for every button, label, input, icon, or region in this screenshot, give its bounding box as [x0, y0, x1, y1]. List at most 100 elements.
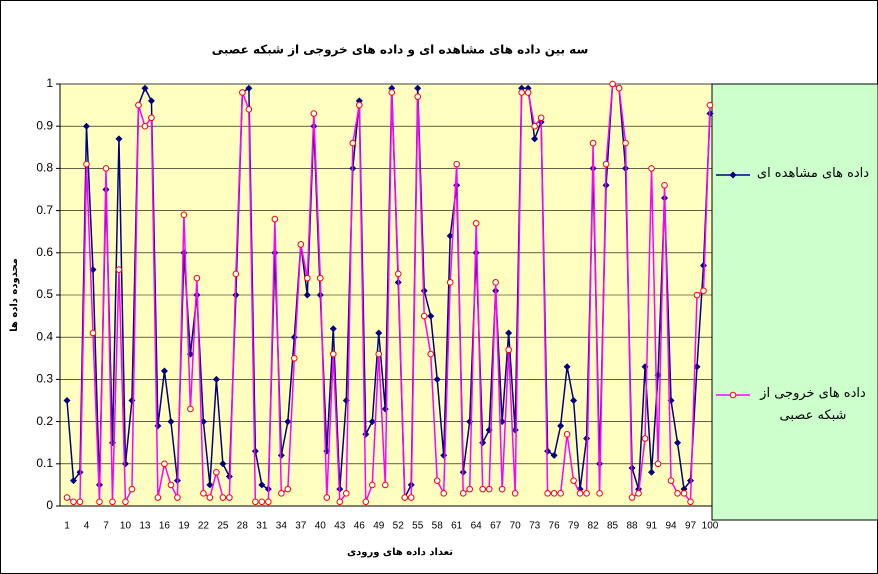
x-tick-label: 40: [315, 521, 327, 532]
series: [63, 80, 714, 506]
point: [258, 498, 266, 506]
point: [115, 266, 123, 273]
point: [459, 490, 467, 497]
point: [661, 181, 668, 189]
point: [317, 274, 324, 282]
point: [531, 122, 538, 130]
legend-label: داده های خروجی از شبکه عصبی: [760, 386, 866, 423]
point: [368, 481, 376, 489]
x-tick-label: 55: [412, 521, 424, 532]
x-tick-label: 22: [198, 521, 210, 532]
point: [154, 494, 162, 501]
point: [570, 477, 577, 484]
point: [212, 375, 220, 383]
point: [401, 494, 409, 501]
point: [232, 270, 240, 278]
point: [219, 494, 227, 501]
point: [550, 451, 558, 459]
point: [570, 397, 578, 404]
point: [141, 84, 149, 92]
point: [219, 460, 227, 468]
x-tick-label: 28: [237, 521, 249, 532]
point: [284, 418, 292, 426]
point: [167, 418, 175, 426]
point: [70, 498, 77, 506]
point: [82, 122, 90, 130]
point: [297, 241, 305, 248]
point: [258, 481, 266, 489]
point: [63, 397, 71, 404]
point: [265, 498, 272, 506]
point: [420, 312, 428, 320]
x-tick-label: 58: [432, 521, 444, 532]
point: [693, 291, 701, 299]
point: [329, 325, 337, 333]
point: [602, 160, 610, 168]
point: [433, 375, 441, 383]
point: [161, 460, 168, 468]
point: [641, 435, 649, 442]
point: [109, 498, 116, 506]
point: [63, 494, 71, 501]
point: [700, 261, 708, 269]
point: [589, 139, 597, 147]
point: [245, 106, 253, 113]
point: [160, 367, 168, 375]
point: [472, 219, 480, 227]
point: [414, 84, 422, 92]
y-tick-label: 0.4: [36, 329, 53, 343]
point: [271, 215, 279, 223]
point: [583, 490, 590, 497]
point: [362, 498, 370, 506]
y-tick-label: 1: [46, 76, 53, 90]
point: [563, 430, 571, 438]
x-tick-label: 34: [276, 521, 288, 532]
point: [349, 139, 357, 147]
point: [505, 346, 512, 354]
point: [446, 279, 454, 286]
x-tick-label: 85: [607, 521, 619, 532]
point: [524, 89, 532, 96]
point: [667, 477, 675, 484]
point: [206, 494, 214, 501]
point: [284, 485, 292, 493]
point: [466, 485, 473, 493]
point: [654, 460, 662, 468]
point: [200, 490, 207, 497]
x-tick-label: 43: [334, 521, 346, 532]
point: [135, 101, 142, 109]
point: [368, 418, 376, 426]
point: [537, 114, 545, 122]
x-axis-label: تعداد داده های ورودی: [347, 547, 453, 558]
point: [674, 439, 682, 447]
point: [102, 165, 110, 172]
point: [440, 490, 448, 497]
point: [167, 481, 175, 489]
point: [407, 494, 415, 501]
point: [83, 160, 90, 168]
y-tick-label: 0.6: [36, 245, 53, 259]
point: [388, 89, 396, 96]
point: [193, 274, 201, 282]
x-tick-label: 7: [103, 521, 109, 532]
point: [635, 490, 642, 497]
point: [674, 490, 681, 497]
point: [304, 274, 311, 282]
x-tick-label: 19: [178, 521, 190, 532]
point: [277, 451, 285, 459]
x-tick-label: 61: [451, 521, 463, 532]
point: [414, 93, 422, 100]
x-tick-label: 73: [529, 521, 541, 532]
point: [115, 135, 123, 143]
point: [622, 139, 629, 147]
point: [680, 490, 688, 497]
x-tick-label: 52: [393, 521, 405, 532]
x-tick-label: 64: [471, 521, 483, 532]
point: [628, 494, 636, 501]
point: [310, 110, 318, 117]
point: [148, 114, 155, 122]
x-tick-label: 49: [373, 521, 385, 532]
x-tick-label: 31: [256, 521, 268, 532]
y-axis-label: محدوده داده ها: [9, 258, 20, 332]
